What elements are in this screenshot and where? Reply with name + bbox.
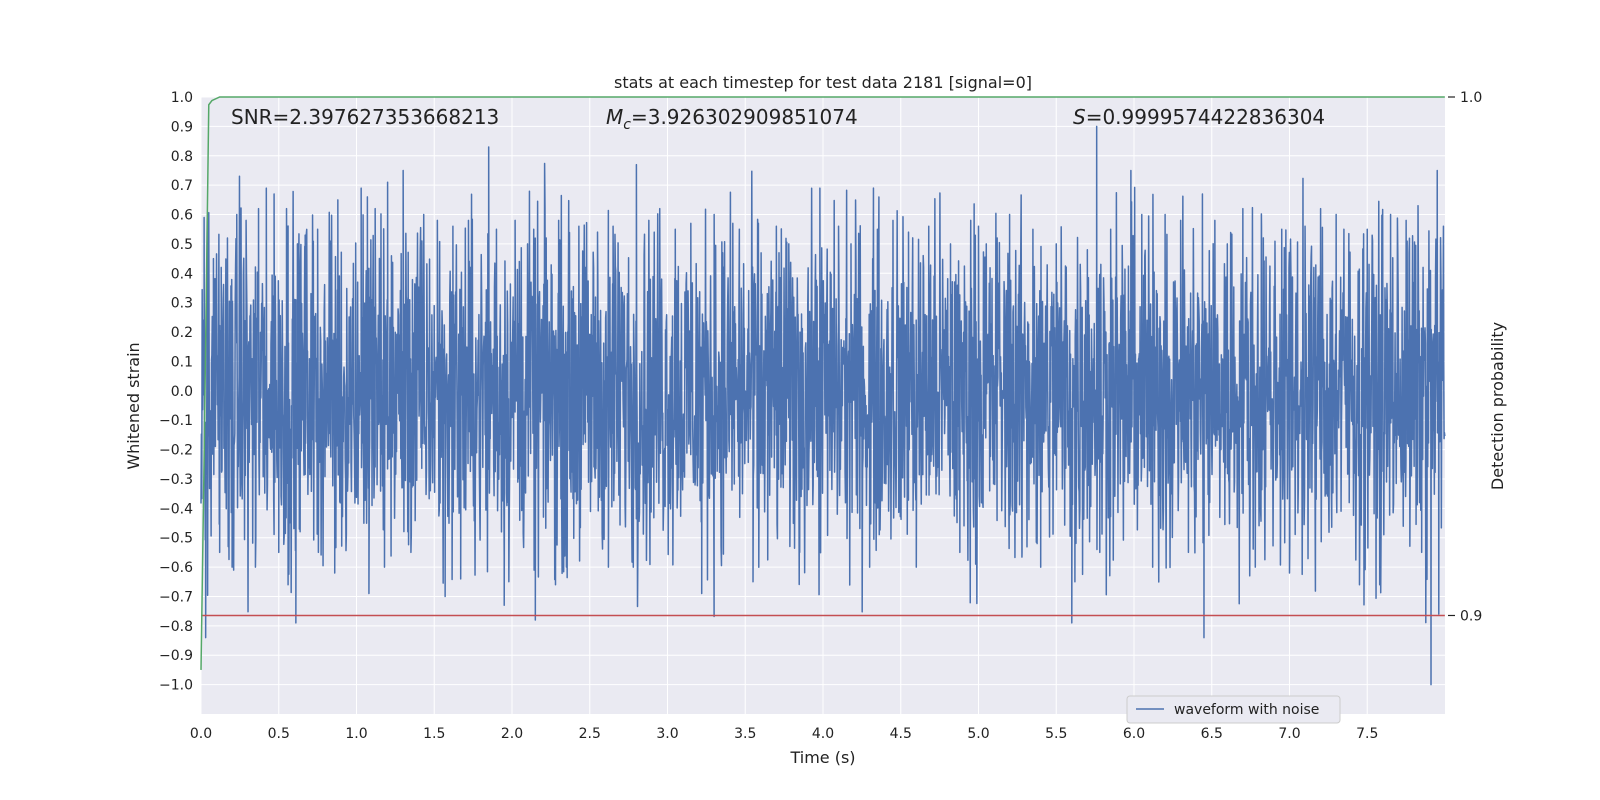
snr-annotation: SNR=2.397627353668213 — [231, 105, 499, 129]
mc-value: =3.926302909851074 — [631, 105, 858, 129]
y-tick-label: 0.7 — [171, 178, 193, 194]
y-tick-label: −0.9 — [159, 648, 193, 664]
y-tick-label: 0.0 — [171, 384, 193, 400]
y-tick-label: 0.4 — [171, 266, 193, 282]
y-tick-label: −0.8 — [159, 619, 193, 635]
y2-tick-label: 0.9 — [1460, 608, 1482, 624]
y-axis-label: Whitened strain — [124, 342, 143, 469]
x-tick-label: 7.0 — [1278, 726, 1300, 742]
y-tick-label: 0.1 — [171, 354, 193, 370]
y-tick-label: 0.6 — [171, 208, 193, 224]
mc-subscript: c — [623, 117, 631, 133]
legend: waveform with noise — [1126, 695, 1341, 724]
legend-label-waveform: waveform with noise — [1174, 702, 1319, 718]
x-tick-label: 7.5 — [1356, 726, 1378, 742]
y-tick-label: 1.0 — [171, 90, 193, 106]
y-tick-label: 0.3 — [171, 296, 193, 312]
mc-symbol: M — [606, 105, 623, 129]
y-tick-label: −0.5 — [159, 531, 193, 547]
s-value: =0.9999574422836304 — [1086, 105, 1325, 129]
y-tick-label: −1.0 — [159, 678, 193, 694]
x-axis: 0.0 0.5 1.0 1.5 2.0 2.5 3.0 3.5 4.0 4.5 5.0 5.5 6.0 6… — [190, 726, 1379, 742]
y2-tick-label: 1.0 — [1460, 90, 1482, 106]
x-tick-label: 0.0 — [190, 726, 212, 742]
score-annotation: S=0.9999574422836304 — [1073, 105, 1325, 129]
series-layer — [200, 96, 1446, 686]
y-axis-left: 1.0 0.9 0.8 0.7 0.6 0.5 0.4 0.3 0.2 0.1 0.0 −0.1 −0.… — [159, 90, 193, 694]
y-tick-label: 0.9 — [171, 119, 193, 135]
x-tick-label: 6.5 — [1201, 726, 1223, 742]
series-detection-probability — [200, 96, 1445, 670]
y-tick-label: 0.5 — [171, 237, 193, 253]
chart-title: stats at each timestep for test data 218… — [614, 73, 1032, 92]
x-tick-label: 4.5 — [890, 726, 912, 742]
y2-axis-label: Detection probability — [1488, 322, 1507, 490]
x-tick-label: 5.0 — [967, 726, 989, 742]
series-waveform-with-noise — [200, 125, 1446, 686]
y-tick-label: 0.2 — [171, 325, 193, 341]
y-tick-label: −0.7 — [159, 589, 193, 605]
x-tick-label: 2.0 — [501, 726, 523, 742]
x-axis-label: Time (s) — [789, 748, 855, 767]
x-tick-label: 3.0 — [656, 726, 678, 742]
x-tick-label: 1.5 — [423, 726, 445, 742]
x-tick-label: 2.5 — [579, 726, 601, 742]
legend-box — [1126, 695, 1341, 724]
y-axis-right: 1.0 0.9 — [1448, 90, 1482, 624]
x-tick-label: 0.5 — [268, 726, 290, 742]
chirp-mass-annotation: Mc=3.926302909851074 — [606, 105, 858, 133]
y-tick-label: −0.6 — [159, 560, 193, 576]
x-tick-label: 5.5 — [1045, 726, 1067, 742]
x-tick-label: 4.0 — [812, 726, 834, 742]
y-tick-label: 0.8 — [171, 149, 193, 165]
x-tick-label: 1.0 — [345, 726, 367, 742]
y-tick-label: −0.2 — [159, 443, 193, 459]
s-symbol: S — [1073, 105, 1086, 129]
y-tick-label: −0.4 — [159, 501, 193, 517]
x-tick-label: 6.0 — [1123, 726, 1145, 742]
y-tick-label: −0.3 — [159, 472, 193, 488]
x-tick-label: 3.5 — [734, 726, 756, 742]
y-tick-label: −0.1 — [159, 413, 193, 429]
